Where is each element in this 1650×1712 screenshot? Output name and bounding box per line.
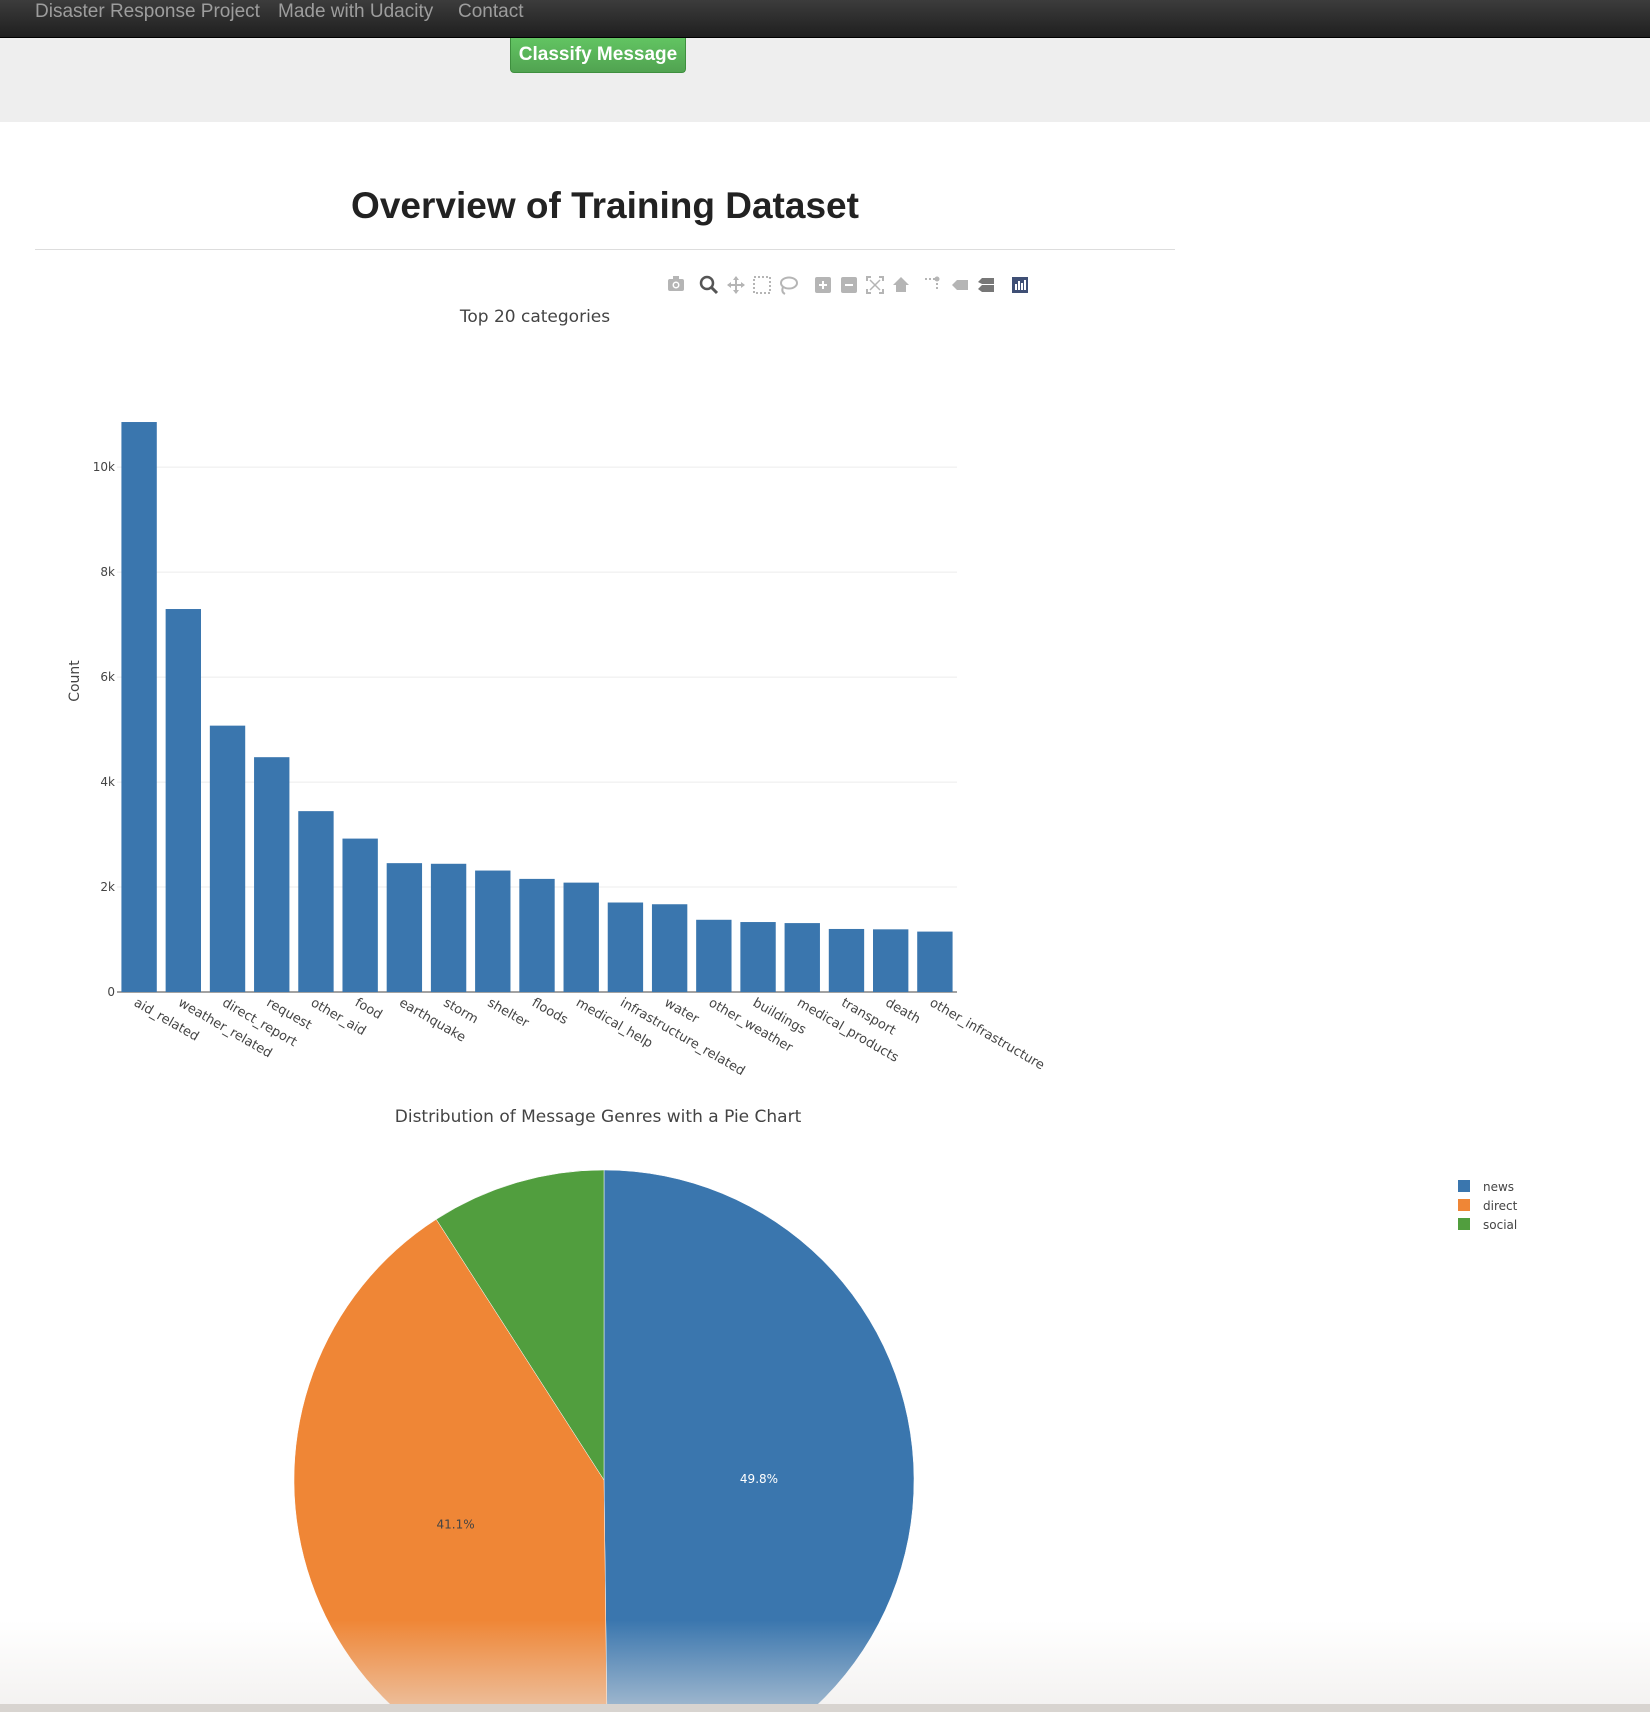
lasso-select-icon[interactable] (780, 276, 798, 295)
pie-slice-news[interactable] (603, 1169, 915, 1710)
y-tick-label: 0 (107, 985, 115, 999)
y-tick-label: 6k (100, 670, 115, 684)
contact-link[interactable]: Contact (458, 1, 524, 22)
bar[interactable] (298, 811, 334, 992)
bar[interactable] (873, 929, 909, 992)
title-divider (35, 249, 1175, 250)
modebar (668, 275, 1028, 295)
bar[interactable] (121, 422, 157, 992)
bar[interactable] (917, 931, 953, 992)
hover-closest-icon[interactable] (952, 280, 968, 290)
pan-icon[interactable] (727, 276, 745, 294)
legend-label[interactable]: news (1483, 1180, 1514, 1194)
jumbotron: Classify Message (0, 38, 1650, 122)
brand-link[interactable]: Disaster Response Project (35, 1, 260, 22)
classify-message-button[interactable]: Classify Message (510, 38, 686, 73)
bar[interactable] (696, 919, 732, 992)
legend-swatch[interactable] (1458, 1218, 1470, 1230)
bar[interactable] (651, 904, 688, 992)
pie-slice-social[interactable] (435, 1169, 605, 1481)
bar[interactable] (784, 923, 820, 992)
bar-chart-ylabel: Count (67, 660, 83, 702)
bar[interactable] (828, 928, 865, 992)
y-tick-label: 2k (100, 880, 115, 894)
legend-label[interactable]: social (1483, 1218, 1517, 1232)
pie-chart: Distribution of Message Genres with a Pi… (293, 1107, 1518, 1710)
x-tick-label: medical_help (573, 995, 655, 1051)
y-tick-label: 4k (100, 775, 115, 789)
bar[interactable] (475, 870, 511, 992)
pie-legend: news direct social (1458, 1180, 1518, 1232)
zoom-out-icon[interactable] (841, 277, 857, 293)
spike-lines-icon[interactable] (925, 276, 940, 292)
box-select-icon[interactable] (753, 276, 771, 294)
y-tick-label: 8k (100, 565, 115, 579)
x-tick-label: other_infrastructure (927, 995, 1047, 1073)
bar[interactable] (165, 609, 201, 992)
hover-compare-icon[interactable] (978, 278, 994, 292)
zoom-in-icon[interactable] (815, 277, 831, 293)
x-tick-label: floods (529, 995, 571, 1028)
plotly-logo-icon[interactable] (1012, 277, 1028, 293)
pie-percent-label: 41.1% (437, 1518, 475, 1532)
camera-icon[interactable] (668, 276, 684, 291)
bar[interactable] (386, 863, 423, 992)
pie-percent-label: 49.8% (740, 1472, 778, 1486)
bar[interactable] (254, 757, 290, 992)
bar[interactable] (607, 902, 644, 992)
legend-swatch[interactable] (1458, 1199, 1470, 1211)
y-tick-label: 10k (93, 460, 115, 474)
pie-chart-title: Distribution of Message Genres with a Pi… (395, 1107, 802, 1127)
bar[interactable] (740, 922, 776, 992)
made-with-udacity-link[interactable]: Made with Udacity (278, 1, 434, 22)
bottom-scroll-edge (0, 1704, 1650, 1712)
x-tick-label: shelter (485, 995, 532, 1031)
reset-axes-icon[interactable] (893, 277, 909, 292)
bar[interactable] (209, 725, 246, 992)
zoom-icon[interactable] (699, 275, 719, 295)
legend-swatch[interactable] (1458, 1180, 1470, 1192)
legend-label[interactable]: direct (1483, 1199, 1518, 1213)
autoscale-icon[interactable] (866, 276, 884, 294)
bar[interactable] (519, 878, 555, 992)
bar-chart-title: Top 20 categories (459, 307, 610, 327)
navbar: Disaster Response Project Made with Udac… (0, 0, 1650, 38)
bar[interactable] (342, 838, 378, 992)
page-title: Overview of Training Dataset (351, 185, 859, 226)
bar[interactable] (430, 863, 467, 992)
pie-slice-direct[interactable] (293, 1218, 608, 1710)
bar[interactable] (563, 882, 599, 992)
